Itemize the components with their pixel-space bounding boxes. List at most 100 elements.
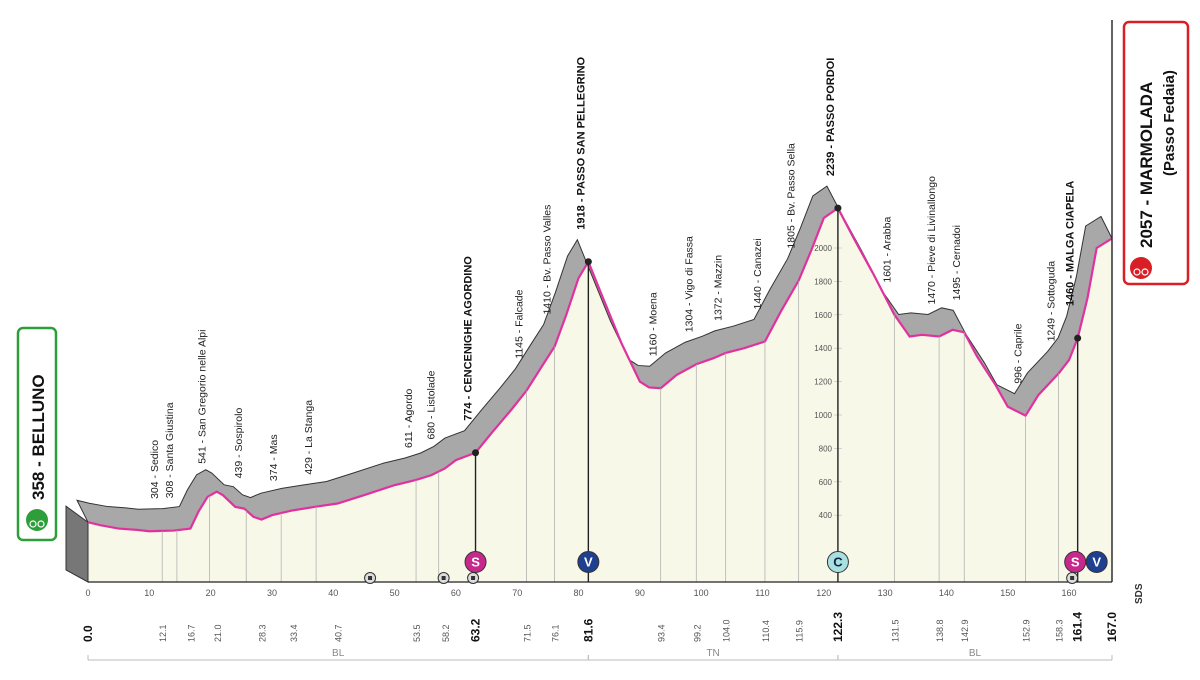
distance-tick-label: 50 xyxy=(390,588,400,598)
place-label-layer: 304 - Sedico 308 - Santa Giustina 541 - Sa… xyxy=(149,56,1076,498)
region-label: BL xyxy=(969,648,982,659)
marker-disc xyxy=(826,551,849,573)
km-label: 142.9 xyxy=(960,619,970,642)
km-label: 21.0 xyxy=(213,624,223,642)
km-label: 16.7 xyxy=(186,624,196,642)
distance-tick-label: 120 xyxy=(816,588,831,598)
place-label: 2239 - PASSO PORDOI xyxy=(825,58,837,176)
distance-tick-label: 0 xyxy=(85,588,90,598)
start-cyclist-icon-wheel xyxy=(37,520,45,528)
km-label: 33.4 xyxy=(289,624,299,642)
distance-tick-label: 90 xyxy=(635,588,645,598)
km-label: 71.5 xyxy=(522,624,532,642)
marker-letter: V xyxy=(584,555,593,570)
summit-dot xyxy=(584,258,592,266)
place-label: 996 - Caprile xyxy=(1013,323,1025,383)
km-label: 158.3 xyxy=(1055,619,1065,642)
start-cyclist-icon xyxy=(26,509,48,531)
finish-label: 2057 - MARMOLADA xyxy=(1137,82,1156,248)
distance-tick-label: 140 xyxy=(939,588,954,598)
place-label: 541 - San Gregorio nelle Alpi xyxy=(196,330,208,464)
place-label: 1495 - Cernadoi xyxy=(951,225,963,300)
distance-tick-label: 110 xyxy=(755,588,769,598)
feed-zone-icon-core xyxy=(441,576,446,580)
finish-cyclist-icon-wheel xyxy=(1133,268,1141,276)
marker-letter: C xyxy=(833,555,843,570)
place-label: 308 - Santa Giustina xyxy=(164,402,176,498)
altitude-tick-label: 1600 xyxy=(814,311,832,320)
distance-tick-label: 100 xyxy=(694,588,709,598)
place-label: 1372 - Mazzin xyxy=(713,255,725,321)
km-label: 131.5 xyxy=(890,619,900,642)
km-label: 40.7 xyxy=(334,624,344,642)
distance-tick-label: 70 xyxy=(512,588,522,598)
distance-tick-label: 10 xyxy=(144,588,154,598)
distance-axis-layer: 0 10 20 30 40 50 60 70 80 90 100 110 120 130 140 150 160… xyxy=(81,20,1145,642)
marker-letter: S xyxy=(471,555,480,570)
region-label: BL xyxy=(332,648,345,659)
feed-zone-icon-core xyxy=(1070,576,1075,580)
finish-cyclist-icon xyxy=(1130,257,1152,279)
place-label: 429 - La Stanga xyxy=(303,400,315,475)
place-label: 304 - Sedico xyxy=(149,440,161,499)
finish-cyclist-icon-wheel xyxy=(1141,268,1149,276)
profile-area-fill xyxy=(88,208,1112,582)
start-block xyxy=(65,505,89,583)
km-label: 152.9 xyxy=(1022,619,1032,642)
place-label: 1601 - Arabba xyxy=(881,217,893,283)
start-label: 358 - BELLUNO xyxy=(29,374,48,500)
distance-tick-label: 30 xyxy=(267,588,277,598)
km-label: 93.4 xyxy=(657,624,667,642)
distance-tick-label: 130 xyxy=(878,588,893,598)
km-label: 76.1 xyxy=(551,624,561,642)
altitude-tick-label: 2000 xyxy=(814,244,832,253)
place-label: 1470 - Pieve di Livinallongo xyxy=(926,176,938,305)
distance-tick-label: 160 xyxy=(1062,588,1077,598)
place-label: 680 - Listolade xyxy=(426,370,438,439)
distance-tick-label: 40 xyxy=(328,588,338,598)
altitude-tick-label: 600 xyxy=(819,478,833,487)
km-label: 138.8 xyxy=(935,619,945,642)
place-label: 1249 - Sottoguda xyxy=(1046,261,1058,342)
place-label: 1160 - Moena xyxy=(648,292,660,356)
km-label: 0.0 xyxy=(81,625,95,642)
marker-letter: S xyxy=(1071,555,1080,570)
place-label: 774 - CENCENIGHE AGORDINO xyxy=(463,256,475,421)
finish-sublabel: (Passo Fedaia) xyxy=(1161,70,1178,176)
km-label: 12.1 xyxy=(158,624,168,642)
distance-tick-label: 150 xyxy=(1000,588,1015,598)
place-label: 611 - Agordo xyxy=(403,388,415,448)
summit-dot xyxy=(1074,334,1082,342)
finish-box xyxy=(1122,20,1190,286)
altitude-tick-label: 800 xyxy=(819,444,833,453)
altitude-tick-label: 1800 xyxy=(814,277,832,286)
region-label: TN xyxy=(706,648,719,659)
summit-dot xyxy=(834,204,842,212)
km-label: 81.6 xyxy=(581,618,595,642)
distance-tick-label: 60 xyxy=(451,588,461,598)
km-label: 53.5 xyxy=(412,624,422,642)
profile-fill-layer xyxy=(88,208,1112,582)
altitude-tick-label: 1400 xyxy=(814,344,832,353)
place-label: 1440 - Canazei xyxy=(752,238,764,309)
summit-dot xyxy=(472,449,480,457)
place-label: 1304 - Vigo di Fassa xyxy=(683,236,695,332)
place-label: 374 - Mas xyxy=(268,434,280,481)
start-cyclist-icon-wheel xyxy=(29,520,37,528)
region-layer: BL TN BL xyxy=(87,648,1113,661)
km-label: 122.3 xyxy=(831,612,845,642)
feed-zone-icon-core xyxy=(471,576,476,580)
marker-letter: V xyxy=(1092,555,1101,570)
marker-disc xyxy=(464,551,487,573)
place-label: 1918 - PASSO SAN PELLEGRINO xyxy=(575,56,587,229)
endpoint-layer: 358 - BELLUNO 2057 - MARMOLADA (Passo Feda… xyxy=(16,20,1190,542)
place-label: 439 - Sospirolo xyxy=(233,408,245,479)
marker-disc xyxy=(577,551,600,573)
km-label: 104.0 xyxy=(722,619,732,642)
marker-disc xyxy=(1085,551,1108,573)
start-box xyxy=(16,326,58,542)
distance-tick-label: 80 xyxy=(574,588,584,598)
km-label: 63.2 xyxy=(469,618,483,642)
place-label: 1410 - Bv. Passo Valles xyxy=(542,205,554,315)
